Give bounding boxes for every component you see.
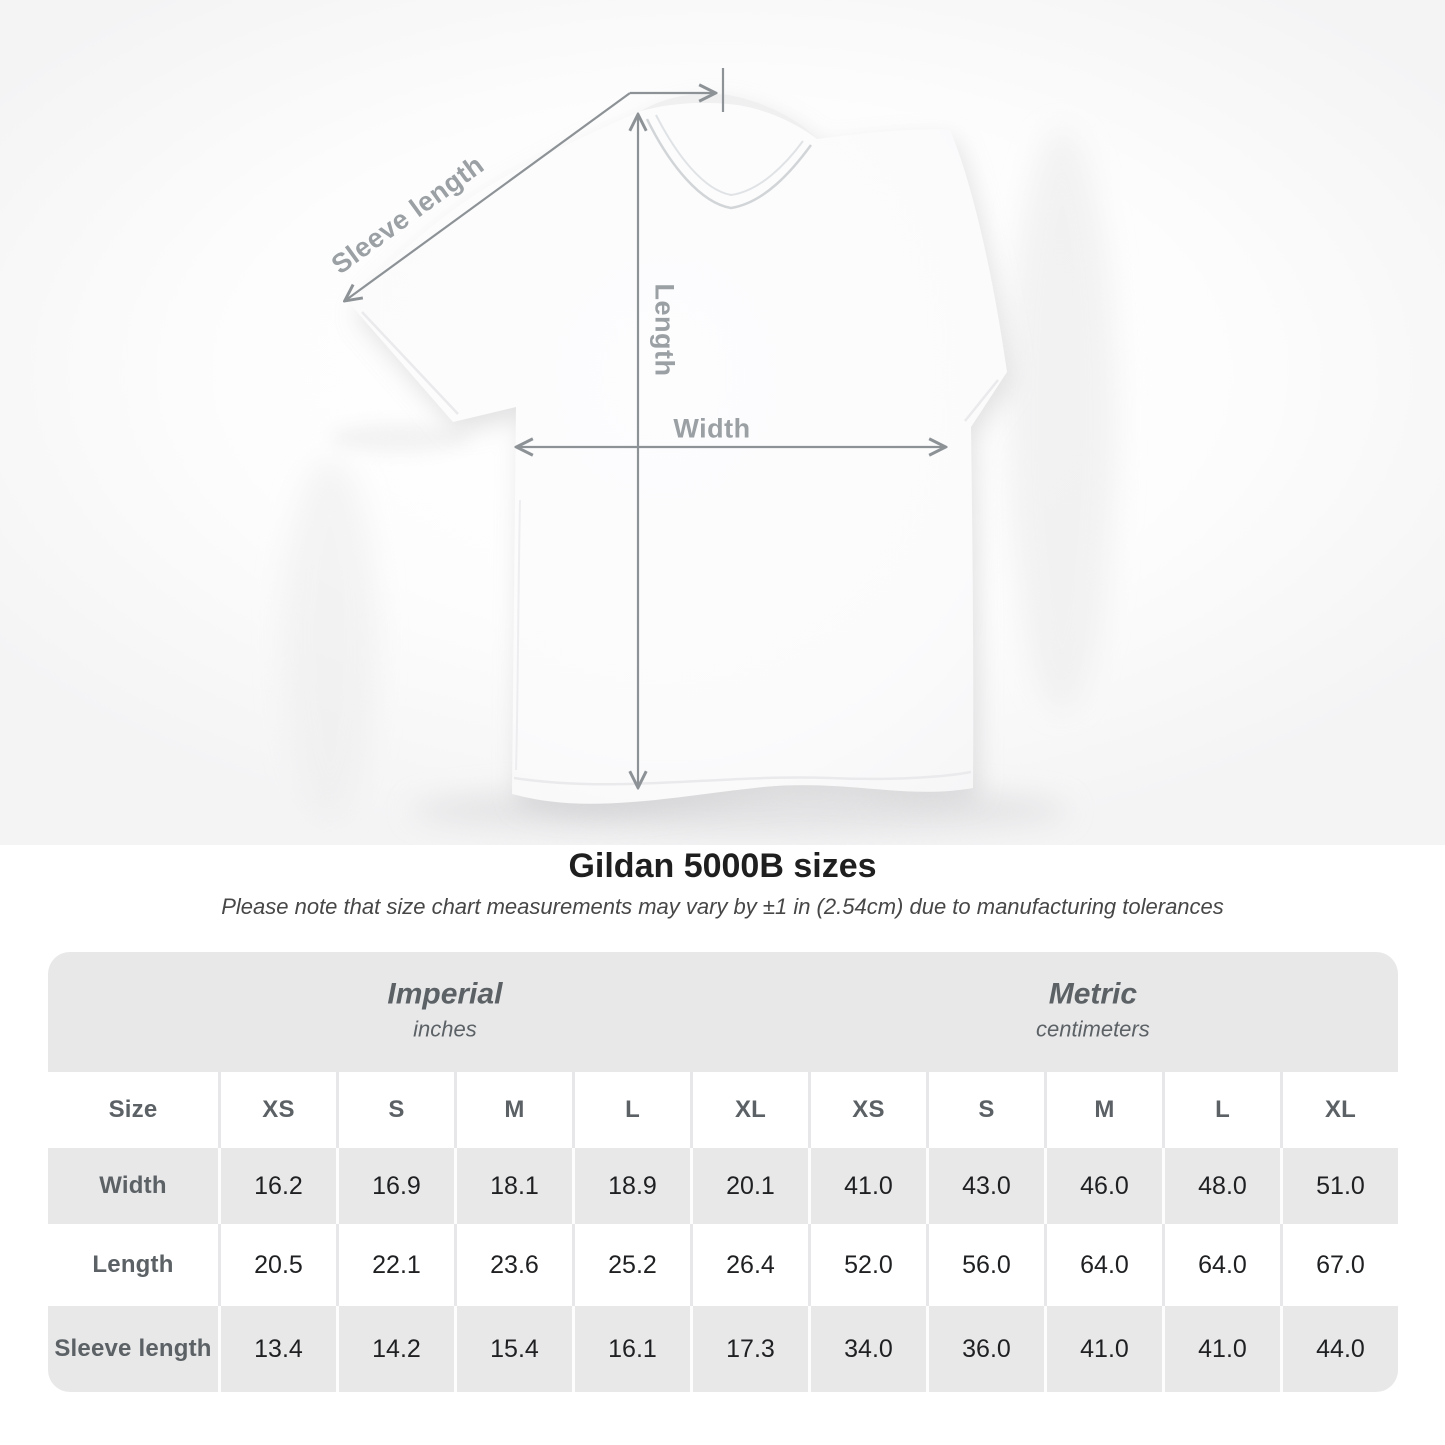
table-cell: 43.0 bbox=[926, 1148, 1044, 1224]
table-cell: 36.0 bbox=[926, 1306, 1044, 1392]
col-header-imperial-xs: XS bbox=[218, 1072, 336, 1148]
unit-group-band: Imperial inches Metric centimeters bbox=[48, 952, 1398, 1072]
collar bbox=[641, 93, 817, 210]
table-cell: 13.4 bbox=[218, 1306, 336, 1392]
table-cell: 18.1 bbox=[454, 1148, 572, 1224]
table-cell: 41.0 bbox=[808, 1148, 926, 1224]
group-name-imperial: Imperial bbox=[387, 977, 503, 1011]
col-header-metric-s: S bbox=[926, 1072, 1044, 1148]
table-cell: 23.6 bbox=[454, 1224, 572, 1306]
col-header-metric-l: L bbox=[1162, 1072, 1280, 1148]
row-label-width: Width bbox=[48, 1148, 218, 1224]
table-cell: 14.2 bbox=[336, 1306, 454, 1392]
group-unit-metric: centimeters bbox=[1036, 1016, 1150, 1042]
col-header-imperial-s: S bbox=[336, 1072, 454, 1148]
table-cell: 64.0 bbox=[1162, 1224, 1280, 1306]
width-label: Width bbox=[673, 413, 751, 444]
table-cell: 46.0 bbox=[1044, 1148, 1162, 1224]
group-unit-imperial: inches bbox=[413, 1016, 477, 1042]
table-cell: 48.0 bbox=[1162, 1148, 1280, 1224]
tshirt-measurement-diagram: Sleeve length Length Width bbox=[0, 0, 1445, 845]
table-cell: 15.4 bbox=[454, 1306, 572, 1392]
table-cell: 64.0 bbox=[1044, 1224, 1162, 1306]
table-cell: 16.9 bbox=[336, 1148, 454, 1224]
table-cell: 16.2 bbox=[218, 1148, 336, 1224]
table-cell: 16.1 bbox=[572, 1306, 690, 1392]
table-cell: 20.5 bbox=[218, 1224, 336, 1306]
table-cell: 22.1 bbox=[336, 1224, 454, 1306]
table-cell: 41.0 bbox=[1044, 1306, 1162, 1392]
table-cell: 51.0 bbox=[1280, 1148, 1398, 1224]
seams bbox=[361, 311, 999, 786]
table-cell: 26.4 bbox=[690, 1224, 808, 1306]
table-cell: 52.0 bbox=[808, 1224, 926, 1306]
group-header-imperial: Imperial inches bbox=[285, 977, 605, 1045]
group-header-metric: Metric centimeters bbox=[933, 977, 1253, 1045]
table-cell: 67.0 bbox=[1280, 1224, 1398, 1306]
row-label-length: Length bbox=[48, 1224, 218, 1306]
col-header-imperial-m: M bbox=[454, 1072, 572, 1148]
sleeve-length-arrow bbox=[346, 92, 631, 300]
table-cell: 20.1 bbox=[690, 1148, 808, 1224]
row-label-sleeve-length: Sleeve length bbox=[48, 1306, 218, 1392]
col-header-metric-xs: XS bbox=[808, 1072, 926, 1148]
col-header-imperial-l: L bbox=[572, 1072, 690, 1148]
tshirt-graphic bbox=[282, 68, 1117, 834]
col-header-metric-m: M bbox=[1044, 1072, 1162, 1148]
table-cell: 18.9 bbox=[572, 1148, 690, 1224]
page-subtitle: Please note that size chart measurements… bbox=[221, 894, 1224, 919]
length-label: Length bbox=[649, 283, 680, 377]
measurement-arrows bbox=[346, 68, 944, 786]
table-cell: 17.3 bbox=[690, 1306, 808, 1392]
col-header-size: Size bbox=[48, 1072, 218, 1148]
group-name-metric: Metric bbox=[1048, 977, 1138, 1011]
size-table: Imperial inches Metric centimeters Size … bbox=[48, 952, 1398, 1392]
table-cell: 41.0 bbox=[1162, 1306, 1280, 1392]
table-cell: 25.2 bbox=[572, 1224, 690, 1306]
table-cell: 44.0 bbox=[1280, 1306, 1398, 1392]
col-header-metric-xl: XL bbox=[1280, 1072, 1398, 1148]
col-header-imperial-xl: XL bbox=[690, 1072, 808, 1148]
table-cell: 34.0 bbox=[808, 1306, 926, 1392]
backdrop-shadows bbox=[282, 130, 1117, 834]
table-cell: 56.0 bbox=[926, 1224, 1044, 1306]
page-title: Gildan 5000B sizes bbox=[568, 847, 877, 885]
